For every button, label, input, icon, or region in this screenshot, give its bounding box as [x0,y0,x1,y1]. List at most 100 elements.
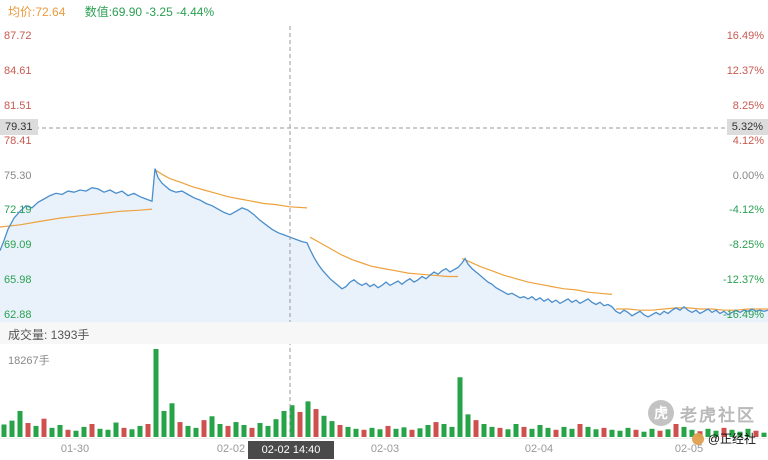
volume-bar [17,410,23,437]
average-price-line [309,236,458,278]
volume-bar [345,426,351,437]
volume-bar [625,427,631,437]
average-price-line [616,307,768,311]
date-axis-label: 02-03 [370,443,400,455]
volume-bar [553,429,559,437]
volume-bar [153,349,159,437]
volume-bar [497,427,503,437]
volume-bar [385,425,391,437]
volume-panel-header-strip [0,322,768,344]
volume-bar [57,424,63,437]
volume-bar [249,427,255,437]
volume-bar [649,428,655,437]
volume-bar [753,430,759,437]
volume-bar [537,424,543,437]
date-axis-label: 01-30 [60,443,90,455]
volume-bar [425,424,431,437]
volume-bar [105,429,111,437]
volume-bar [73,430,79,437]
volume-bar [65,429,71,437]
volume-bar [401,427,407,437]
volume-bar [393,428,399,437]
volume-bar [585,426,591,437]
volume-bar [33,425,39,437]
volume-bar [289,405,295,437]
date-axis-label: 02-05 [674,443,704,455]
volume-bar [577,423,583,437]
volume-bar [89,423,95,437]
volume-bar [481,423,487,437]
chart-header: 均价:72.64 数值:69.90 -3.25 -4.44% [8,3,214,20]
volume-bar [225,425,231,437]
percent-axis-label: -12.37% [723,274,764,287]
percent-axis-label: 4.12% [732,134,764,147]
volume-bar [681,426,687,437]
watermark-brand: 老虎社区 [680,405,756,425]
volume-bar [705,428,711,437]
date-axis-label: 02-02 [216,443,246,455]
volume-bar [297,411,303,437]
volume-bar [569,428,575,437]
volume-bar [449,426,455,437]
volume-bar [409,429,415,437]
volume-bar [601,427,607,437]
volume-bar [745,428,751,437]
volume-bar [145,423,151,437]
volume-bar [313,409,319,437]
price-axis-label: 81.51 [4,99,32,112]
watermark: 虎 老虎社区 [648,400,756,426]
volume-bar [337,424,343,437]
volume-bar [441,423,447,437]
volume-bar [689,429,695,437]
crosshair-price-badge: 79.31 [0,119,38,135]
volume-bar [185,425,191,437]
volume-bar [321,415,327,437]
percent-axis-label: -4.12% [729,204,764,217]
volume-bar [665,429,671,437]
volume-bar [161,410,167,437]
volume-bar [113,422,119,437]
volume-bar [41,418,47,437]
volume-bar [193,427,199,437]
volume-bar [97,428,103,437]
volume-max-label: 18267手 [8,355,50,367]
price-axis-label: 84.61 [4,64,32,77]
volume-bar [545,427,551,437]
volume-bar [593,429,599,437]
percent-axis-label: 12.37% [726,64,764,77]
volume-bar [609,429,615,437]
average-price-line [461,257,613,295]
percent-axis-label: -16.49% [723,309,764,321]
volume-bar [761,432,767,437]
crosshair-percent-badge: 5.32% [726,119,768,135]
percent-axis-label: 0.00% [732,169,764,182]
volume-bar [721,427,727,437]
price-axis-label: 62.88 [4,309,32,321]
average-price-line [154,169,308,209]
volume-bar [673,423,679,437]
percent-axis-label: 16.49% [726,30,764,42]
volume-bar [273,419,279,437]
volume-bar [1,424,7,437]
volume-bar [465,414,471,437]
watermark-user-name: @正经社 [707,432,756,446]
crosshair-time-badge: 02-02 14:40 [248,441,334,459]
volume-bar [361,429,367,437]
volume-bar [129,429,135,437]
volume-bar [641,431,647,437]
watermark-user-icon [691,432,704,445]
volume-bar [617,430,623,437]
volume-bar [521,426,527,437]
volume-bar [257,423,263,437]
volume-bar [121,427,127,437]
volume-bar [49,427,55,437]
volume-bar [473,420,479,437]
volume-bar [329,421,335,437]
watermark-user: @正经社 [691,430,756,447]
average-price-line [0,208,153,228]
volume-bar [233,422,239,437]
price-axis-label: 87.72 [4,30,32,42]
price-line [0,168,768,318]
